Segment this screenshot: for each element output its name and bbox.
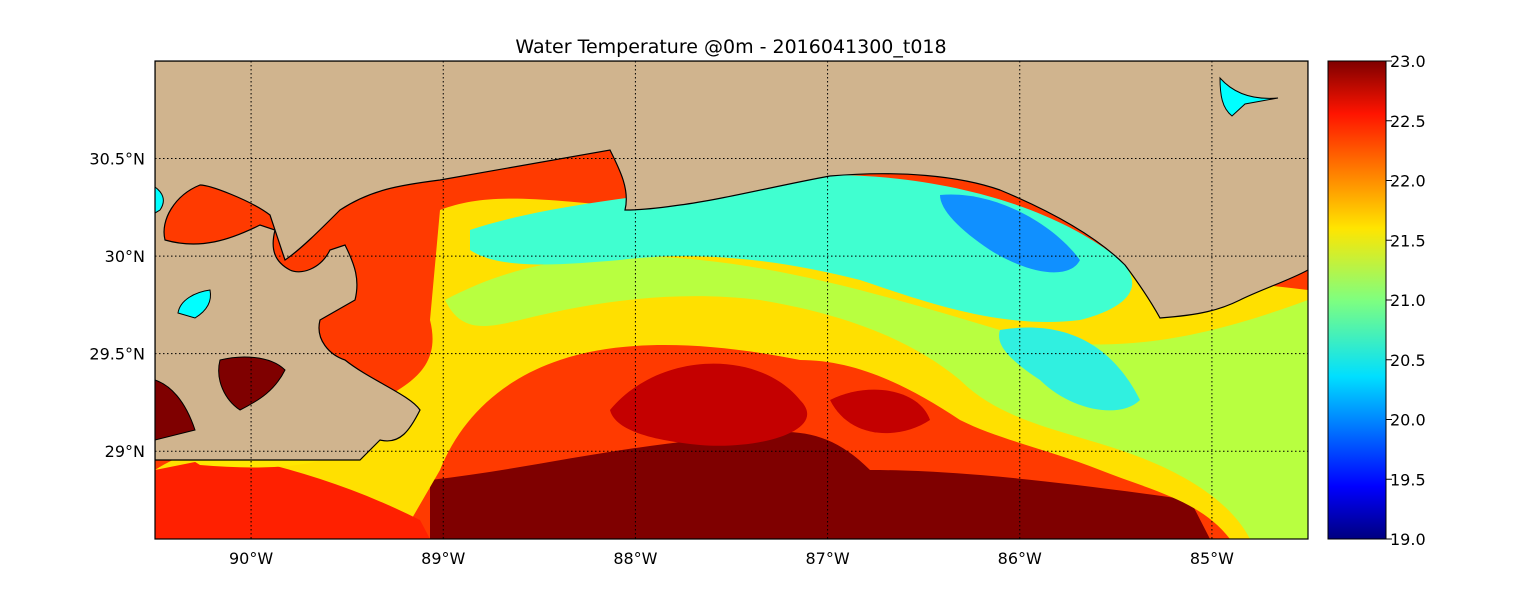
x-tick-label: 88°W	[613, 549, 657, 568]
sea-dark-red-patch	[610, 363, 808, 446]
lake-west-edge	[155, 186, 164, 214]
y-tick-label: 29°N	[105, 442, 145, 461]
sea-red-west	[155, 455, 430, 539]
sea-dark-red-patch-2	[830, 389, 930, 434]
x-tick-label: 90°W	[229, 549, 273, 568]
colorbar-tick-label: 19.0	[1390, 530, 1426, 549]
delta-west-dark	[155, 379, 196, 441]
x-tick-labels: 90°W 89°W 88°W 87°W 86°W 85°W	[229, 549, 1234, 568]
colorbar-tick-label: 22.5	[1390, 112, 1426, 131]
colorbar-tick-label: 19.5	[1390, 470, 1426, 489]
land-north	[155, 61, 1308, 461]
sea-cyan-offshore	[999, 327, 1140, 411]
colorbar-tick-label: 21.5	[1390, 231, 1426, 250]
colorbar-tick-label: 23.0	[1390, 52, 1426, 71]
colorbar-tick-label: 22.0	[1390, 172, 1426, 191]
sea-deep-red-south	[430, 431, 1210, 539]
colorbar	[1327, 60, 1387, 540]
y-tick-labels: 30.5°N 30°N 29.5°N 29°N	[89, 150, 145, 462]
map-area	[155, 61, 1308, 539]
chart-title: Water Temperature @0m - 2016041300_t018	[515, 36, 946, 58]
colorbar-ticks: 23.0 22.5 22.0 21.5 21.0 20.5 20.0 19.5 19.0	[1386, 52, 1426, 549]
map-frame	[154, 60, 1309, 540]
x-tick-label: 86°W	[998, 549, 1042, 568]
colorbar-tick-label: 21.0	[1390, 291, 1426, 310]
sea-blue-patch	[940, 194, 1080, 273]
y-tick-label: 29.5°N	[89, 345, 145, 364]
x-tick-label: 89°W	[421, 549, 465, 568]
colorbar-tick-label: 20.0	[1390, 411, 1426, 430]
delta-dark-red	[218, 356, 286, 411]
lake-north-east	[1219, 76, 1279, 117]
gridlines	[155, 61, 1308, 539]
x-tick-label: 85°W	[1190, 549, 1234, 568]
lake-ponchartrain	[177, 289, 211, 319]
y-tick-label: 30°N	[105, 247, 145, 266]
colorbar-tick-label: 20.5	[1390, 351, 1426, 370]
y-tick-label: 30.5°N	[89, 150, 145, 169]
x-tick-label: 87°W	[805, 549, 849, 568]
